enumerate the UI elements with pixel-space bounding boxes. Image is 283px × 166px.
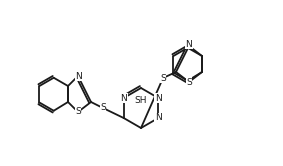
Text: S: S — [186, 78, 192, 86]
Text: SH: SH — [135, 95, 147, 105]
Text: N: N — [155, 93, 162, 102]
Text: S: S — [100, 103, 106, 113]
Text: S: S — [160, 74, 166, 83]
Text: N: N — [120, 93, 127, 102]
Text: S: S — [75, 108, 81, 117]
Text: N: N — [76, 72, 82, 81]
Text: N: N — [186, 40, 192, 48]
Text: N: N — [155, 114, 162, 123]
